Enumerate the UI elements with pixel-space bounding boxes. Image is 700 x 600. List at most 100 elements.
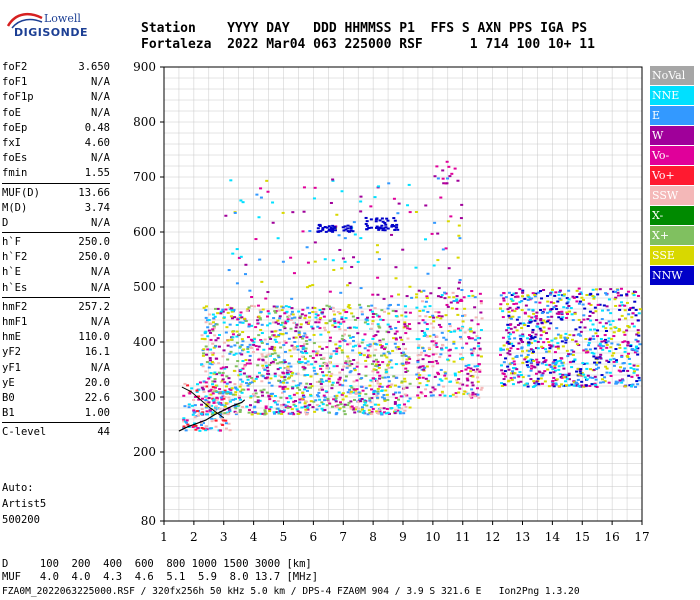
echo-point <box>525 349 529 352</box>
echo-point <box>575 370 579 373</box>
echo-point <box>227 377 231 380</box>
echo-point <box>604 341 608 344</box>
echo-point <box>417 376 421 379</box>
echo-point <box>209 331 213 334</box>
param-row: foEp 0.48 <box>2 121 110 136</box>
echo-point <box>528 320 532 323</box>
echo-point <box>212 401 216 404</box>
echo-point <box>277 334 281 337</box>
echo-point <box>182 426 186 429</box>
echo-point <box>378 410 382 413</box>
echo-point <box>421 309 425 312</box>
echo-point <box>318 388 322 391</box>
legend-item-x-: X+ <box>650 226 694 245</box>
echo-point <box>319 357 323 360</box>
echo-point <box>387 304 391 307</box>
echo-point <box>222 397 226 400</box>
param-row: hmE 110.0 <box>2 330 110 345</box>
echo-point <box>450 172 454 175</box>
echo-point <box>257 358 261 361</box>
echo-point <box>237 374 241 377</box>
echo-point <box>317 395 321 398</box>
echo-point <box>592 368 596 371</box>
echo-point <box>234 393 238 396</box>
echo-point <box>418 315 422 318</box>
echo-point <box>437 311 441 314</box>
echo-point <box>234 352 238 355</box>
echo-point <box>244 358 248 361</box>
echo-point <box>233 344 237 347</box>
echo-point <box>602 304 606 307</box>
echo-point <box>419 391 423 394</box>
echo-point <box>304 408 308 411</box>
echo-point <box>371 407 375 410</box>
echo-point <box>229 345 233 348</box>
echo-point <box>293 316 297 319</box>
echo-point <box>284 305 288 308</box>
echo-point <box>224 402 228 405</box>
echo-point <box>284 341 288 344</box>
echo-point <box>507 291 511 294</box>
echo-point <box>549 365 553 368</box>
echo-point <box>343 340 347 343</box>
echo-point <box>549 322 553 325</box>
echo-point <box>623 385 627 388</box>
echo-point <box>600 318 604 321</box>
echo-point <box>221 371 225 374</box>
echo-point <box>388 360 392 363</box>
echo-point <box>431 386 435 389</box>
echo-point <box>344 361 348 364</box>
echo-point <box>313 186 317 189</box>
echo-point <box>444 346 448 349</box>
echo-point <box>546 320 550 323</box>
echo-point <box>466 379 470 382</box>
echo-point <box>314 316 318 319</box>
echo-point <box>408 285 412 288</box>
echo-point <box>402 412 406 415</box>
echo-point <box>270 347 274 350</box>
echo-point <box>427 346 431 349</box>
echo-point <box>193 404 197 407</box>
echo-point <box>207 319 211 322</box>
echo-point <box>536 377 540 380</box>
echo-point <box>247 411 251 414</box>
echo-point <box>365 316 369 319</box>
echo-point <box>348 364 352 367</box>
echo-point <box>200 408 204 411</box>
echo-point <box>312 400 316 403</box>
echo-point <box>635 374 639 377</box>
echo-point <box>425 335 429 338</box>
echo-point <box>269 377 273 380</box>
echo-point <box>370 410 374 413</box>
echo-point <box>201 354 205 357</box>
echo-point <box>537 291 541 294</box>
echo-point <box>370 388 374 391</box>
echo-point <box>457 378 461 381</box>
echo-point <box>372 391 376 394</box>
echo-point <box>555 378 559 381</box>
echo-point <box>453 374 457 377</box>
echo-point <box>335 347 339 350</box>
echo-point <box>424 334 428 337</box>
echo-point <box>211 342 215 345</box>
echo-point <box>374 358 378 361</box>
echo-point <box>475 387 479 390</box>
echo-point <box>238 314 242 317</box>
echo-point <box>258 258 262 261</box>
echo-point <box>443 371 447 374</box>
echo-point <box>591 295 595 298</box>
echo-point <box>390 383 394 386</box>
echo-point <box>276 322 280 325</box>
echo-point <box>345 310 349 313</box>
echo-point <box>219 411 223 414</box>
echo-point <box>272 305 276 308</box>
x-tick-label: 8 <box>369 530 377 544</box>
echo-point <box>208 389 212 392</box>
echo-point <box>386 364 390 367</box>
echo-point <box>215 373 219 376</box>
param-row: MUF(D) 13.66 <box>2 186 110 201</box>
echo-point <box>354 389 358 392</box>
echo-point <box>337 321 341 324</box>
echo-point <box>351 391 355 394</box>
echo-point <box>572 350 576 353</box>
